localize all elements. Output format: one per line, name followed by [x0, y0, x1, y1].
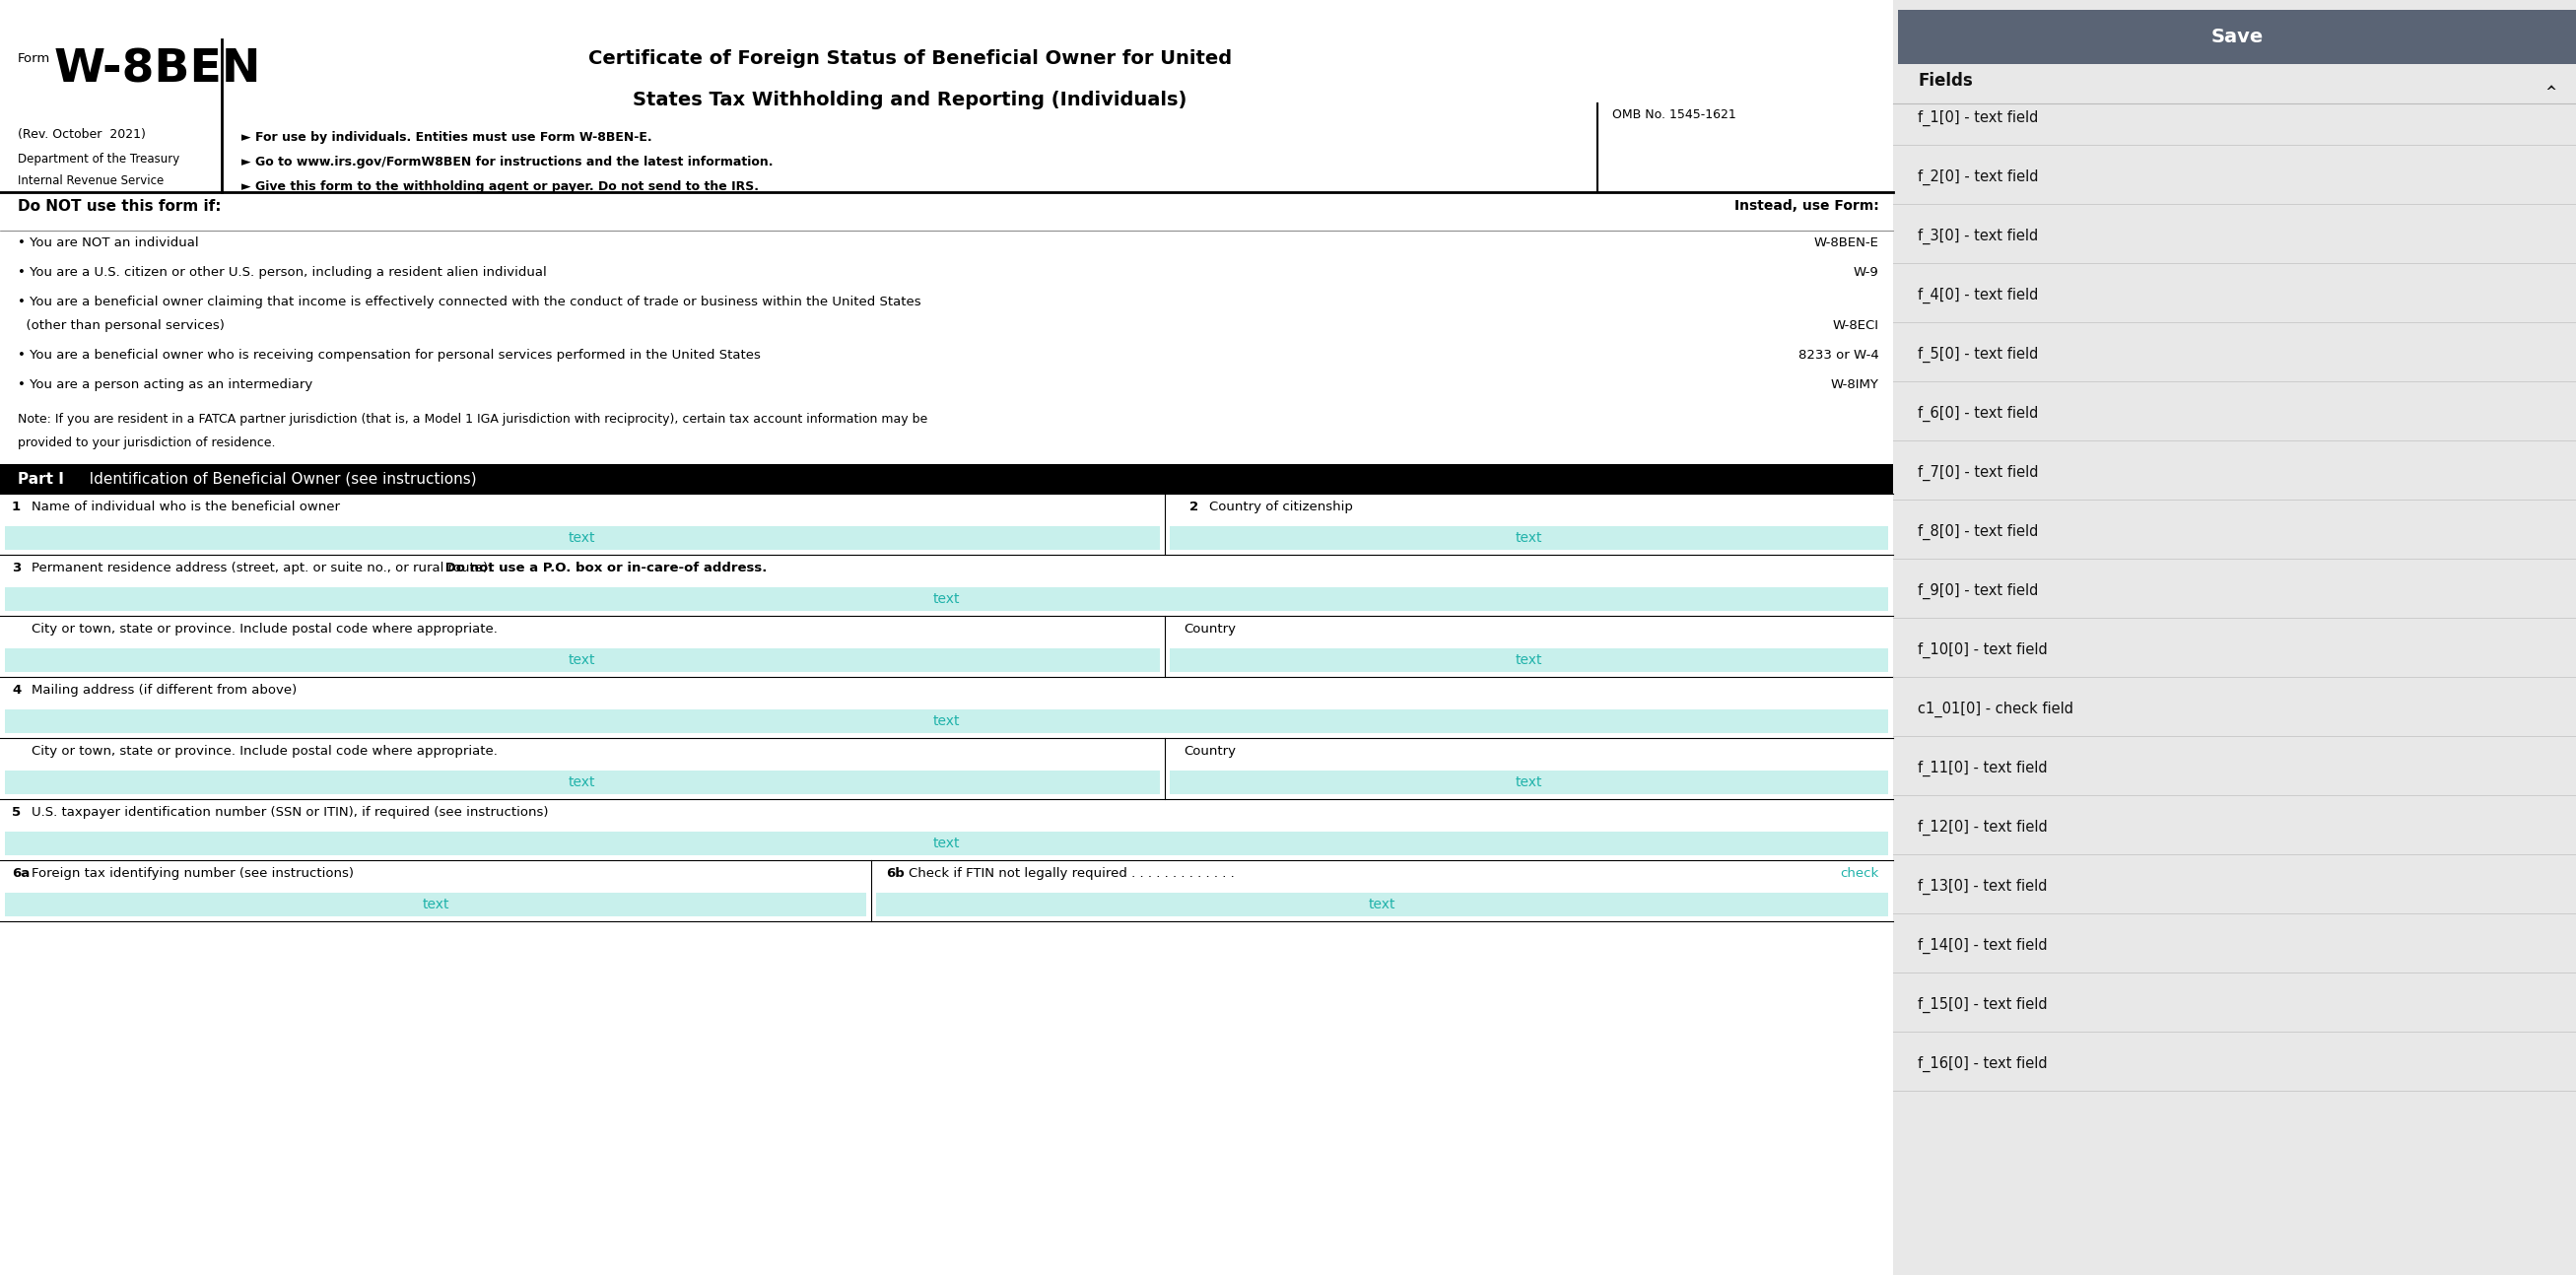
Text: Country of citizenship: Country of citizenship	[1208, 501, 1352, 514]
Text: W-9: W-9	[1852, 266, 1878, 279]
Text: f_6[0] - text field: f_6[0] - text field	[1919, 405, 2038, 422]
Bar	[5, 649, 1159, 672]
Text: text: text	[569, 775, 595, 789]
Text: 6b: 6b	[886, 867, 904, 880]
Text: Department of the Treasury: Department of the Treasury	[18, 153, 180, 166]
Text: ‸: ‸	[2545, 71, 2555, 89]
Text: City or town, state or province. Include postal code where appropriate.: City or town, state or province. Include…	[31, 745, 497, 757]
Text: Permanent residence address (street, apt. or suite no., or rural route).: Permanent residence address (street, apt…	[31, 561, 492, 575]
Text: c1_01[0] - check field: c1_01[0] - check field	[1919, 701, 2074, 718]
Bar	[1170, 770, 1888, 794]
Bar	[5, 588, 1888, 611]
Text: OMB No. 1545-1621: OMB No. 1545-1621	[1613, 108, 1736, 121]
Text: f_14[0] - text field: f_14[0] - text field	[1919, 938, 2048, 954]
Text: 6a: 6a	[13, 867, 31, 880]
Text: ► Give this form to the withholding agent or payer. Do not send to the IRS.: ► Give this form to the withholding agen…	[242, 180, 760, 193]
Text: 5: 5	[13, 806, 21, 819]
Text: • You are a beneficial owner who is receiving compensation for personal services: • You are a beneficial owner who is rece…	[18, 349, 760, 362]
Text: Fields: Fields	[1919, 71, 1973, 89]
Bar	[5, 770, 1159, 794]
Text: Identification of Beneficial Owner (see instructions): Identification of Beneficial Owner (see …	[75, 472, 477, 486]
Text: Country: Country	[1185, 745, 1236, 757]
Text: Part I: Part I	[18, 472, 64, 486]
Text: ► For use by individuals. Entities must use Form W-8BEN-E.: ► For use by individuals. Entities must …	[242, 131, 652, 144]
Text: f_9[0] - text field: f_9[0] - text field	[1919, 583, 2038, 599]
Text: Note: If you are resident in a FATCA partner jurisdiction (that is, a Model 1 IG: Note: If you are resident in a FATCA par…	[18, 413, 927, 426]
Text: text: text	[569, 653, 595, 667]
Text: Instead, use Form:: Instead, use Form:	[1734, 199, 1878, 213]
Bar	[1170, 527, 1888, 550]
Bar	[5, 527, 1159, 550]
Text: W-8BEN-E: W-8BEN-E	[1814, 236, 1878, 250]
Text: f_10[0] - text field: f_10[0] - text field	[1919, 643, 2048, 658]
Text: States Tax Withholding and Reporting (Individuals): States Tax Withholding and Reporting (In…	[634, 91, 1188, 110]
Text: f_1[0] - text field: f_1[0] - text field	[1919, 111, 2038, 126]
Text: Certificate of Foreign Status of Beneficial Owner for United: Certificate of Foreign Status of Benefic…	[587, 50, 1231, 68]
Bar	[5, 892, 866, 917]
Text: 4: 4	[13, 683, 21, 696]
Text: W-8IMY: W-8IMY	[1832, 379, 1878, 391]
Text: text: text	[933, 592, 961, 606]
Text: • You are a person acting as an intermediary: • You are a person acting as an intermed…	[18, 379, 312, 391]
Text: Mailing address (if different from above): Mailing address (if different from above…	[31, 683, 296, 696]
Text: text: text	[569, 532, 595, 544]
Text: f_4[0] - text field: f_4[0] - text field	[1919, 288, 2038, 303]
Text: f_11[0] - text field: f_11[0] - text field	[1919, 761, 2048, 776]
Bar	[876, 892, 1888, 917]
Text: Foreign tax identifying number (see instructions): Foreign tax identifying number (see inst…	[31, 867, 353, 880]
Text: 2: 2	[1190, 501, 1198, 514]
Text: check: check	[1839, 867, 1878, 880]
Text: f_3[0] - text field: f_3[0] - text field	[1919, 228, 2038, 245]
Text: text: text	[933, 836, 961, 850]
Text: text: text	[933, 714, 961, 728]
Text: text: text	[1515, 775, 1543, 789]
Text: W-8ECI: W-8ECI	[1832, 319, 1878, 332]
Text: ► Go to www.irs.gov/FormW8BEN for instructions and the latest information.: ► Go to www.irs.gov/FormW8BEN for instru…	[242, 156, 773, 168]
Text: Save: Save	[2210, 28, 2264, 46]
Text: U.S. taxpayer identification number (SSN or ITIN), if required (see instructions: U.S. taxpayer identification number (SSN…	[31, 806, 549, 819]
Text: Check if FTIN not legally required . . . . . . . . . . . . .: Check if FTIN not legally required . . .…	[909, 867, 1234, 880]
Text: f_8[0] - text field: f_8[0] - text field	[1919, 524, 2038, 541]
Text: City or town, state or province. Include postal code where appropriate.: City or town, state or province. Include…	[31, 622, 497, 635]
Text: text: text	[1515, 532, 1543, 544]
Text: f_15[0] - text field: f_15[0] - text field	[1919, 997, 2048, 1014]
Text: W-8BEN: W-8BEN	[54, 47, 263, 92]
Text: provided to your jurisdiction of residence.: provided to your jurisdiction of residen…	[18, 436, 276, 449]
Text: f_2[0] - text field: f_2[0] - text field	[1919, 170, 2038, 185]
Bar	[0, 0, 1893, 1275]
Text: 1: 1	[13, 501, 21, 514]
Text: Internal Revenue Service: Internal Revenue Service	[18, 175, 165, 187]
Text: (other than personal services): (other than personal services)	[18, 319, 224, 332]
Bar	[1899, 10, 2576, 64]
Text: • You are a beneficial owner claiming that income is effectively connected with : • You are a beneficial owner claiming th…	[18, 296, 922, 309]
Text: (Rev. October  2021): (Rev. October 2021)	[18, 128, 147, 142]
Text: text: text	[1368, 898, 1396, 912]
Text: • You are a U.S. citizen or other U.S. person, including a resident alien indivi: • You are a U.S. citizen or other U.S. p…	[18, 266, 546, 279]
Text: f_13[0] - text field: f_13[0] - text field	[1919, 878, 2048, 895]
Text: text: text	[1515, 653, 1543, 667]
Text: Country: Country	[1185, 622, 1236, 635]
Text: Do NOT use this form if:: Do NOT use this form if:	[18, 199, 222, 214]
Text: Name of individual who is the beneficial owner: Name of individual who is the beneficial…	[31, 501, 340, 514]
Text: 3: 3	[13, 561, 21, 575]
Text: text: text	[422, 898, 448, 912]
Text: f_12[0] - text field: f_12[0] - text field	[1919, 820, 2048, 835]
Bar	[0, 464, 1893, 493]
Bar	[5, 831, 1888, 856]
Text: Do not use a P.O. box or in-care-of address.: Do not use a P.O. box or in-care-of addr…	[440, 561, 768, 575]
Text: f_5[0] - text field: f_5[0] - text field	[1919, 347, 2038, 363]
Bar	[1893, 0, 2576, 1275]
Bar	[5, 709, 1888, 733]
Text: f_16[0] - text field: f_16[0] - text field	[1919, 1056, 2048, 1072]
Text: • You are NOT an individual: • You are NOT an individual	[18, 236, 198, 250]
Text: f_7[0] - text field: f_7[0] - text field	[1919, 465, 2038, 481]
Text: 8233 or W-4: 8233 or W-4	[1798, 349, 1878, 362]
Bar	[1170, 649, 1888, 672]
Text: Form: Form	[18, 52, 52, 65]
